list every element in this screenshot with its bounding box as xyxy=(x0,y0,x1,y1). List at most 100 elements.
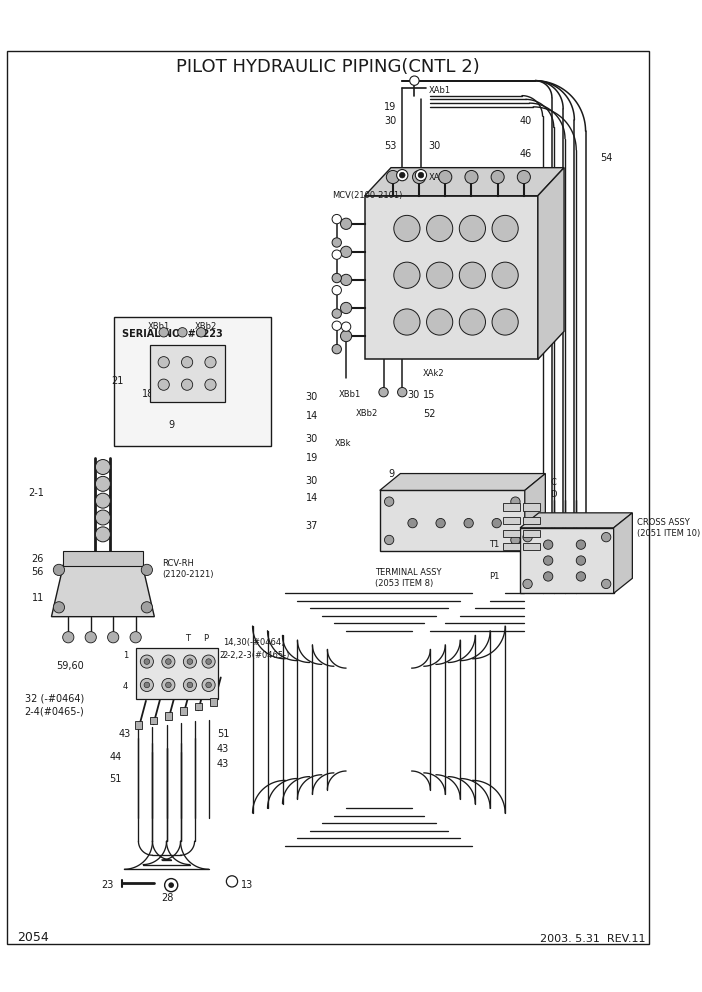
Text: 28: 28 xyxy=(161,893,173,903)
Text: RCV-RH: RCV-RH xyxy=(162,558,194,567)
FancyBboxPatch shape xyxy=(520,528,614,593)
FancyBboxPatch shape xyxy=(114,317,271,446)
Text: C: C xyxy=(550,478,556,487)
Text: XBb2: XBb2 xyxy=(355,409,378,419)
Text: 43: 43 xyxy=(119,728,131,739)
FancyBboxPatch shape xyxy=(503,517,520,524)
Circle shape xyxy=(182,356,193,368)
Text: XBb1: XBb1 xyxy=(148,322,170,331)
FancyBboxPatch shape xyxy=(523,517,540,524)
Circle shape xyxy=(465,171,478,184)
Text: 9: 9 xyxy=(388,468,395,478)
Text: (2120-2121): (2120-2121) xyxy=(162,569,213,579)
Text: 2003. 5.31  REV.11: 2003. 5.31 REV.11 xyxy=(540,934,645,944)
Circle shape xyxy=(427,215,453,242)
Text: 30: 30 xyxy=(407,390,419,400)
Circle shape xyxy=(523,533,532,542)
Circle shape xyxy=(413,171,425,184)
Circle shape xyxy=(144,682,150,687)
Text: 30: 30 xyxy=(428,141,441,151)
Text: 30: 30 xyxy=(306,476,318,486)
Text: 18: 18 xyxy=(204,389,216,399)
Circle shape xyxy=(140,679,154,691)
Circle shape xyxy=(439,171,452,184)
Circle shape xyxy=(397,170,408,181)
Polygon shape xyxy=(520,513,633,528)
Text: XAk2: XAk2 xyxy=(423,369,444,378)
Polygon shape xyxy=(538,168,564,359)
Text: 56: 56 xyxy=(32,566,44,576)
Circle shape xyxy=(332,250,341,259)
Circle shape xyxy=(340,218,352,229)
Circle shape xyxy=(95,527,110,542)
Text: 2: 2 xyxy=(220,651,225,660)
Circle shape xyxy=(187,682,193,687)
Polygon shape xyxy=(51,556,154,617)
Circle shape xyxy=(53,564,65,575)
Circle shape xyxy=(205,356,216,368)
Text: 30: 30 xyxy=(385,116,397,126)
Circle shape xyxy=(576,571,585,581)
Circle shape xyxy=(459,262,486,289)
Circle shape xyxy=(144,659,150,665)
Circle shape xyxy=(394,215,420,242)
Text: 14: 14 xyxy=(306,411,318,421)
Circle shape xyxy=(427,309,453,335)
Text: CROSS ASSY: CROSS ASSY xyxy=(637,518,690,527)
Text: 43: 43 xyxy=(217,759,230,769)
Text: 23: 23 xyxy=(102,880,114,890)
FancyBboxPatch shape xyxy=(150,345,225,402)
FancyBboxPatch shape xyxy=(380,490,525,552)
FancyBboxPatch shape xyxy=(62,552,143,566)
Circle shape xyxy=(182,379,193,390)
Circle shape xyxy=(95,510,110,525)
Circle shape xyxy=(332,344,341,354)
Circle shape xyxy=(543,571,553,581)
FancyBboxPatch shape xyxy=(194,702,202,710)
Text: XAk: XAk xyxy=(428,173,445,182)
Polygon shape xyxy=(525,473,545,552)
Text: 18: 18 xyxy=(142,389,154,399)
Circle shape xyxy=(206,659,211,665)
Circle shape xyxy=(379,388,388,397)
Circle shape xyxy=(95,493,110,508)
Circle shape xyxy=(162,679,175,691)
Circle shape xyxy=(416,170,427,181)
Polygon shape xyxy=(380,473,545,490)
Text: XAb1: XAb1 xyxy=(428,85,451,94)
Text: PILOT HYDRAULIC PIPING(CNTL 2): PILOT HYDRAULIC PIPING(CNTL 2) xyxy=(176,59,480,76)
Circle shape xyxy=(492,262,518,289)
Text: 30: 30 xyxy=(306,434,318,444)
Circle shape xyxy=(436,519,445,528)
Text: 52: 52 xyxy=(423,409,435,419)
FancyBboxPatch shape xyxy=(150,717,157,724)
Circle shape xyxy=(332,214,341,224)
Text: XBk: XBk xyxy=(335,439,352,448)
Text: 26: 26 xyxy=(32,554,44,563)
Circle shape xyxy=(205,379,216,390)
Circle shape xyxy=(418,173,424,178)
Circle shape xyxy=(183,679,197,691)
Text: 30: 30 xyxy=(306,392,318,402)
Circle shape xyxy=(340,330,352,341)
Text: 40: 40 xyxy=(519,116,531,126)
Text: 59,60: 59,60 xyxy=(56,662,84,672)
FancyBboxPatch shape xyxy=(503,530,520,537)
Text: 19: 19 xyxy=(385,102,397,112)
Text: T: T xyxy=(185,634,190,643)
Text: 32 (-#0464): 32 (-#0464) xyxy=(25,694,84,704)
Circle shape xyxy=(187,659,193,665)
Text: 44: 44 xyxy=(110,752,121,762)
Text: 15: 15 xyxy=(423,390,435,400)
Circle shape xyxy=(141,602,152,613)
Circle shape xyxy=(511,497,520,506)
Circle shape xyxy=(602,533,611,542)
Circle shape xyxy=(85,632,96,643)
Circle shape xyxy=(141,564,152,575)
Circle shape xyxy=(95,476,110,491)
Circle shape xyxy=(95,459,110,474)
Circle shape xyxy=(394,309,420,335)
Circle shape xyxy=(162,655,175,669)
Circle shape xyxy=(202,655,215,669)
Circle shape xyxy=(397,388,407,397)
